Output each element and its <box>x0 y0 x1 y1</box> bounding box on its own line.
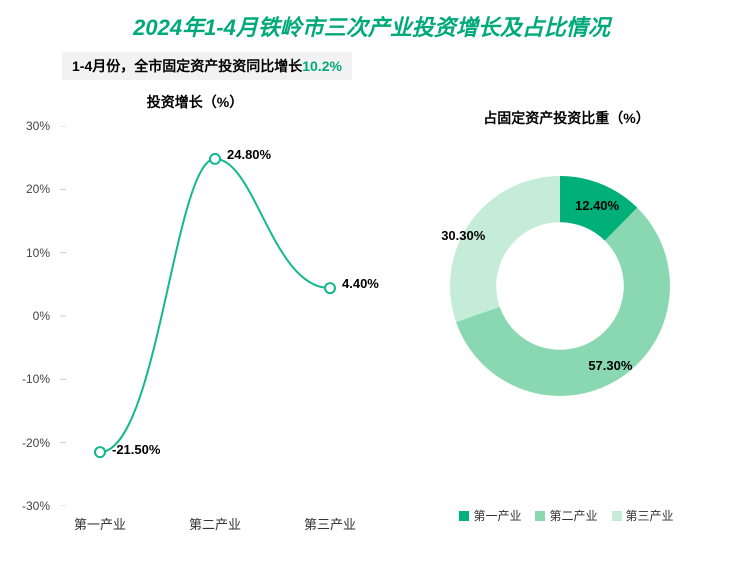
legend-label-1: 第一产业 <box>473 507 521 524</box>
donut-data-label: 30.30% <box>441 228 485 243</box>
legend-item-3: 第三产业 <box>612 507 674 524</box>
y-tick-label: -10% <box>0 372 50 386</box>
subtitle-box: 1-4月份，全市固定资产投资同比增长10.2% <box>62 52 352 80</box>
legend-item-2: 第二产业 <box>535 507 597 524</box>
x-tick-label: 第三产业 <box>304 514 356 533</box>
y-tick-label: 0% <box>0 309 50 323</box>
donut-data-label: 57.30% <box>588 358 632 373</box>
donut-chart-title: 占固定资产投资比重（%） <box>390 108 743 128</box>
plot-area <box>60 126 370 506</box>
line-chart: 投资增长（%） -30% -20% -10% 0% 10% 20% 30% 第一产业 第二产业… <box>0 86 390 546</box>
main-title-text: 2024年1-4月铁岭市三次产业投资增长及占比情况 <box>133 15 610 40</box>
donut-data-label: 12.40% <box>575 198 619 213</box>
line-data-label: -21.50% <box>112 442 160 457</box>
line-data-label: 24.80% <box>227 147 271 162</box>
y-tick-label: -20% <box>0 436 50 450</box>
legend-item-1: 第一产业 <box>459 507 521 524</box>
x-tick-label: 第一产业 <box>74 514 126 533</box>
x-tick-label: 第二产业 <box>189 514 241 533</box>
donut-chart: 占固定资产投资比重（%） 12.40% 57.30% 30.30% 第一产业 第二产… <box>390 86 743 546</box>
charts-row: 投资增长（%） -30% -20% -10% 0% 10% 20% 30% 第一产业 第二产业… <box>0 86 743 546</box>
line-data-label: 4.40% <box>342 276 379 291</box>
y-tick-label: 20% <box>0 182 50 196</box>
donut-svg <box>440 166 680 406</box>
y-tick-label: -30% <box>0 499 50 513</box>
main-title: 2024年1-4月铁岭市三次产业投资增长及占比情况 <box>0 0 743 42</box>
subtitle-prefix: 1-4月份，全市固定资产投资同比增长 <box>72 58 302 74</box>
legend-swatch-2 <box>535 511 545 521</box>
subtitle-highlight: 10.2% <box>302 58 342 74</box>
y-tick-label: 10% <box>0 246 50 260</box>
line-svg <box>60 126 370 506</box>
line-chart-title: 投资增长（%） <box>0 92 390 112</box>
legend-label-2: 第二产业 <box>549 507 597 524</box>
donut-wrap <box>440 166 680 406</box>
legend: 第一产业 第二产业 第三产业 <box>390 507 743 524</box>
legend-label-3: 第三产业 <box>626 507 674 524</box>
legend-swatch-1 <box>459 511 469 521</box>
legend-swatch-3 <box>612 511 622 521</box>
y-tick-label: 30% <box>0 119 50 133</box>
